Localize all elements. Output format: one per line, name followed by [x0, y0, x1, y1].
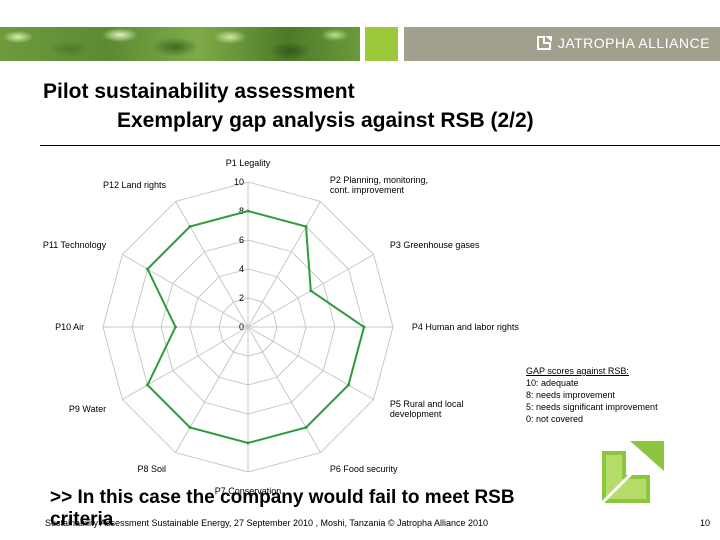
radar-data-point: [304, 225, 308, 229]
radar-spoke: [175, 326, 249, 453]
radial-tick-label: 4: [239, 264, 244, 274]
slide-subtitle: Exemplary gap analysis against RSB (2/2): [117, 109, 534, 132]
radial-tick-label: 2: [239, 293, 244, 303]
axis-label: P4 Human and labor rights: [412, 322, 520, 332]
axis-label: P7 Conservation: [215, 486, 282, 496]
header-leaves-image: [0, 27, 360, 61]
axis-label: P1 Legality: [226, 158, 271, 168]
radar-data-point: [309, 289, 313, 293]
legend-title: GAP scores against RSB:: [526, 366, 629, 376]
radar-spoke: [175, 201, 249, 328]
leaf-logo-icon: [536, 36, 552, 50]
footer-text: Sustainability Assessment Sustainable En…: [45, 518, 489, 528]
axis-label: P11 Technology: [43, 240, 107, 250]
axis-label: P12 Land rights: [103, 180, 167, 190]
legend-line: 0: not covered: [526, 414, 584, 424]
radar-data-point: [246, 209, 250, 213]
radar-data-point: [146, 383, 150, 387]
radial-tick-label: 8: [239, 206, 244, 216]
legend: GAP scores against RSB: 10: adequate 8: …: [526, 365, 658, 425]
radial-tick-label: 0: [239, 322, 244, 332]
header-logo: JATROPHA ALLIANCE: [536, 35, 710, 51]
axis-label: P10 Air: [55, 322, 84, 332]
axis-label: P5 Rural and local development: [390, 399, 464, 419]
axis-label: P2 Planning, monitoring, cont. improvemen…: [330, 175, 428, 195]
radar-data-point: [174, 325, 177, 329]
brand-text: JATROPHA ALLIANCE: [557, 35, 710, 51]
title-divider: [40, 145, 720, 146]
radial-tick-label: 6: [239, 235, 244, 245]
jatropha-logo-icon: [600, 441, 664, 505]
radar-data-point: [188, 425, 192, 429]
axis-label: P6 Food security: [330, 464, 398, 474]
radar-data-point: [246, 441, 250, 445]
radar-data-point: [304, 425, 308, 429]
radial-tick-label: 10: [234, 177, 244, 187]
radar-data-point: [146, 267, 150, 271]
radar-spoke: [247, 326, 321, 453]
header-green-square: [365, 27, 398, 61]
legend-line: 5: needs significant improvement: [526, 402, 658, 412]
radar-data-point: [346, 383, 350, 387]
axis-label: P3 Greenhouse gases: [390, 240, 480, 250]
header-grey-bar: [404, 27, 720, 61]
legend-line: 8: needs improvement: [526, 390, 616, 400]
slide-title: Pilot sustainability assessment: [43, 80, 355, 103]
radar-spoke: [122, 326, 249, 400]
axis-label: P8 Soil: [138, 464, 167, 474]
radar-data-point: [188, 225, 192, 229]
radar-spoke: [247, 326, 374, 400]
radar-data-point: [362, 325, 366, 329]
legend-line: 10: adequate: [526, 378, 579, 388]
axis-label: P9 Water: [69, 404, 106, 414]
radar-spoke: [122, 254, 249, 328]
page-number: 10: [700, 518, 711, 528]
radar-spoke: [247, 201, 321, 328]
conclusion-text: >> In this case the company would fail t…: [50, 487, 515, 530]
